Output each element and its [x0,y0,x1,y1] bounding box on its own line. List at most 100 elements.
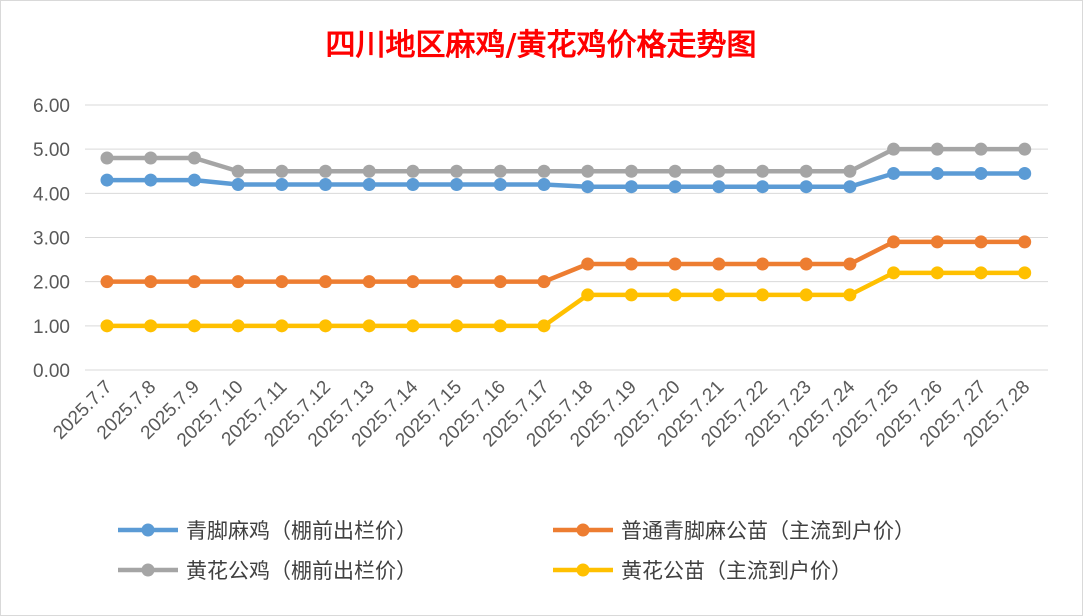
data-point [100,151,114,165]
data-point [756,164,769,178]
data-point [756,288,769,302]
data-point [493,319,507,333]
data-point [450,319,464,333]
data-point [406,164,420,178]
data-point [624,288,638,302]
data-point [231,178,245,191]
data-point [930,166,944,180]
data-point [843,257,857,271]
data-point [231,319,245,333]
data-point [537,164,551,178]
data-point [668,288,682,302]
data-point [581,164,595,178]
data-point [887,166,901,180]
data-point [493,275,507,289]
data-point [799,257,813,271]
series-line [107,239,1025,284]
data-point [100,275,114,289]
x-axis-ticks: 2025.7.72025.7.82025.7.92025.7.102025.7.… [49,376,1034,451]
data-point [930,142,944,156]
data-point [406,178,420,191]
y-tick-label: 4.00 [33,184,70,205]
data-point [187,151,201,165]
data-point [537,275,551,289]
data-point [144,275,158,289]
y-tick-label: 2.00 [33,273,70,294]
data-point [275,275,289,289]
data-point [887,235,901,249]
data-point [843,288,857,302]
data-point [930,235,944,249]
gridlines [85,104,1048,371]
series-0 [100,166,1032,194]
data-point [1018,142,1032,156]
data-point [887,266,901,280]
data-point [712,164,726,178]
data-point [144,319,158,333]
data-point [537,178,551,191]
y-tick-label: 1.00 [33,317,70,338]
data-point [187,319,201,333]
data-point [275,319,289,333]
data-point [1018,235,1032,249]
data-point [668,164,682,178]
legend-marker [576,563,590,577]
data-point [275,178,289,191]
series-line [107,270,1025,329]
data-point [319,178,332,191]
legend-item: 黄花公鸡（棚前出栏价） [118,559,417,583]
data-point [362,319,376,333]
y-tick-label: 3.00 [33,229,70,250]
data-point [974,142,988,156]
data-point [624,180,638,194]
legend-item: 黄花公苗（主流到户价） [553,559,852,583]
data-point [144,151,158,165]
chart-title: 四川地区麻鸡/黄花鸡价格走势图 [326,28,757,63]
data-point [624,257,638,271]
data-point [493,164,507,178]
y-tick-label: 5.00 [33,140,70,161]
legend-marker [576,523,590,537]
series-group [100,142,1032,333]
data-point [581,257,595,271]
data-point [406,275,420,289]
data-point [843,164,857,178]
series-1 [100,235,1032,289]
data-point [187,275,201,289]
data-point [799,288,813,302]
data-point [930,266,944,280]
data-point [275,164,289,178]
data-point [362,164,376,178]
data-point [974,235,988,249]
data-point [843,180,857,194]
data-point [624,164,638,178]
data-point [450,178,464,191]
data-point [1018,266,1032,280]
series-line [107,146,1025,174]
legend-label: 黄花公鸡（棚前出栏价） [186,559,417,583]
data-point [493,178,507,191]
data-point [712,288,726,302]
data-point [887,142,901,156]
y-tick-label: 0.00 [33,361,70,382]
series-2 [100,142,1032,178]
data-point [100,173,114,187]
data-point [581,288,595,302]
legend-marker [141,523,155,537]
data-point [581,180,595,194]
data-point [144,173,158,187]
legend-marker [141,563,155,577]
data-point [450,164,464,178]
data-point [1018,166,1032,180]
legend: 青脚麻鸡（棚前出栏价） 普通青脚麻公苗（主流到户价） 黄花公鸡（棚前出栏价） 黄花公苗… [118,519,915,583]
legend-item: 普通青脚麻公苗（主流到户价） [553,519,915,543]
data-point [450,275,464,289]
data-point [319,164,332,178]
legend-item: 青脚麻鸡（棚前出栏价） [118,519,417,543]
data-point [756,180,769,194]
legend-label: 普通青脚麻公苗（主流到户价） [621,519,915,543]
legend-label: 青脚麻鸡（棚前出栏价） [186,519,417,543]
data-point [362,275,376,289]
